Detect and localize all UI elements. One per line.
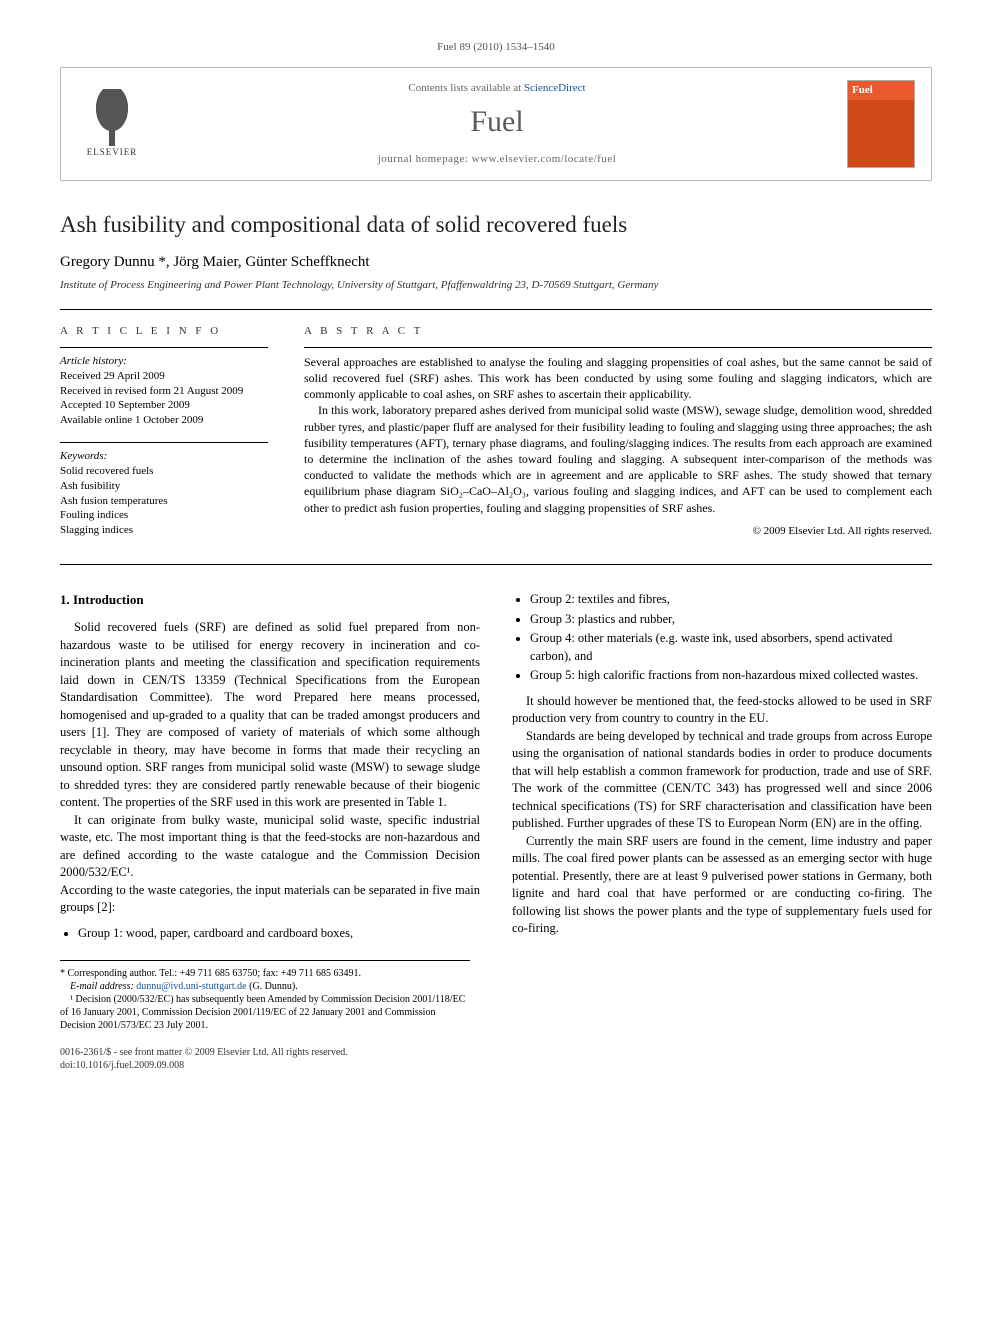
info-abstract-row: A R T I C L E I N F O Article history: R… xyxy=(60,324,932,552)
contents-prefix: Contents lists available at xyxy=(408,82,523,94)
history-item: Received 29 April 2009 xyxy=(60,369,268,384)
abstract-column: A B S T R A C T Several approaches are e… xyxy=(304,324,932,552)
list-item: Group 4: other materials (e.g. waste ink… xyxy=(530,630,932,665)
body-paragraph: According to the waste categories, the i… xyxy=(60,882,480,917)
body-text: 1. Introduction Solid recovered fuels (S… xyxy=(60,591,932,942)
history-item: Available online 1 October 2009 xyxy=(60,413,268,428)
body-paragraph: It can originate from bulky waste, munic… xyxy=(60,812,480,882)
keyword: Fouling indices xyxy=(60,508,268,523)
author-names: Gregory Dunnu *, Jörg Maier, Günter Sche… xyxy=(60,254,370,270)
keywords-label: Keywords: xyxy=(60,449,268,464)
abstract-paragraph: Several approaches are established to an… xyxy=(304,354,932,403)
sciencedirect-link[interactable]: ScienceDirect xyxy=(524,82,586,94)
journal-homepage: journal homepage: www.elsevier.com/locat… xyxy=(163,152,831,167)
running-header: Fuel 89 (2010) 1534–1540 xyxy=(60,40,932,55)
info-rule xyxy=(60,442,268,443)
article-title: Ash fusibility and compositional data of… xyxy=(60,209,932,240)
body-paragraph: Standards are being developed by technic… xyxy=(512,728,932,833)
keywords-block: Keywords: Solid recovered fuels Ash fusi… xyxy=(60,449,268,538)
rule-bottom xyxy=(60,564,932,565)
abstract-heading: A B S T R A C T xyxy=(304,324,932,339)
list-item: Group 3: plastics and rubber, xyxy=(530,611,932,629)
publisher-logo: ELSEVIER xyxy=(77,84,147,164)
doi-line: doi:10.1016/j.fuel.2009.09.008 xyxy=(60,1059,932,1072)
email-label: E-mail address: xyxy=(70,981,134,992)
keyword: Slagging indices xyxy=(60,523,268,538)
corresponding-author: * Corresponding author. Tel.: +49 711 68… xyxy=(60,967,470,980)
body-paragraph: Solid recovered fuels (SRF) are defined … xyxy=(60,619,480,812)
body-text-span: Solid recovered fuels (SRF) are defined … xyxy=(60,620,480,809)
history-item: Accepted 10 September 2009 xyxy=(60,398,268,413)
abstract-rule xyxy=(304,347,932,348)
issn-line: 0016-2361/$ - see front matter © 2009 El… xyxy=(60,1046,932,1059)
article-info-heading: A R T I C L E I N F O xyxy=(60,324,268,339)
front-matter-line: 0016-2361/$ - see front matter © 2009 El… xyxy=(60,1046,932,1072)
journal-masthead: ELSEVIER Contents lists available at Sci… xyxy=(60,67,932,181)
contents-list-line: Contents lists available at ScienceDirec… xyxy=(163,81,831,96)
rule-top xyxy=(60,309,932,310)
cover-title: Fuel xyxy=(852,83,873,98)
article-info-column: A R T I C L E I N F O Article history: R… xyxy=(60,324,268,552)
author-list: Gregory Dunnu *, Jörg Maier, Günter Sche… xyxy=(60,252,932,272)
article-history: Article history: Received 29 April 2009 … xyxy=(60,354,268,428)
masthead-center: Contents lists available at ScienceDirec… xyxy=(163,81,831,167)
list-item: Group 2: textiles and fibres, xyxy=(530,591,932,609)
email-link[interactable]: dunnu@ivd.uni-stuttgart.de xyxy=(136,981,246,992)
elsevier-tree-icon xyxy=(87,89,137,144)
publisher-name: ELSEVIER xyxy=(87,146,138,158)
section-heading: 1. Introduction xyxy=(60,591,480,609)
list-item: Group 1: wood, paper, cardboard and card… xyxy=(78,925,480,943)
journal-cover-thumbnail: Fuel xyxy=(847,80,915,168)
keyword: Ash fusibility xyxy=(60,479,268,494)
keyword: Ash fusion temperatures xyxy=(60,494,268,509)
email-line: E-mail address: dunnu@ivd.uni-stuttgart.… xyxy=(60,980,470,993)
history-item: Received in revised form 21 August 2009 xyxy=(60,384,268,399)
abstract-copyright: © 2009 Elsevier Ltd. All rights reserved… xyxy=(304,524,932,539)
footnotes: * Corresponding author. Tel.: +49 711 68… xyxy=(60,960,470,1032)
footnote-1: ¹ Decision (2000/532/EC) has subsequentl… xyxy=(60,993,470,1032)
affiliation: Institute of Process Engineering and Pow… xyxy=(60,278,932,293)
email-tail: (G. Dunnu). xyxy=(247,981,298,992)
journal-title: Fuel xyxy=(163,102,831,143)
abstract-paragraph: In this work, laboratory prepared ashes … xyxy=(304,402,932,515)
info-rule xyxy=(60,347,268,348)
body-paragraph: Currently the main SRF users are found i… xyxy=(512,833,932,938)
list-item: Group 5: high calorific fractions from n… xyxy=(530,667,932,685)
history-label: Article history: xyxy=(60,354,268,369)
body-paragraph: It should however be mentioned that, the… xyxy=(512,693,932,728)
keyword: Solid recovered fuels xyxy=(60,464,268,479)
